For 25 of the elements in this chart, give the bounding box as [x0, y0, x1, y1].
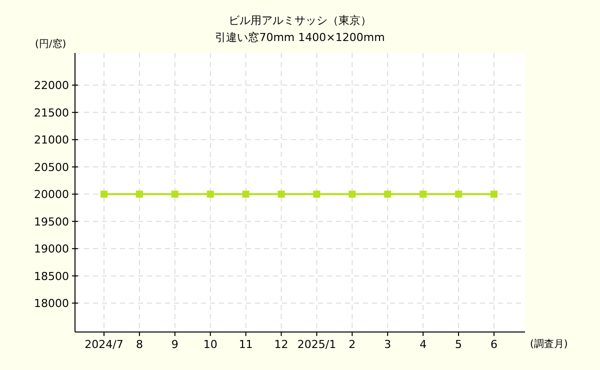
- x-tick-label: 11: [238, 338, 253, 351]
- y-tick-label: 18500: [34, 270, 69, 283]
- chart-subtitle: 引違い窓70mm 1400×1200mm: [215, 31, 385, 44]
- x-tick-label: 3: [384, 338, 392, 351]
- y-tick-label: 21500: [34, 106, 69, 120]
- y-tick-label: 19500: [34, 215, 69, 228]
- y-tick-label: 21000: [34, 134, 69, 147]
- y-tick-label: 20000: [34, 188, 69, 202]
- x-tick-label: 10: [203, 338, 218, 351]
- x-tick-label: 8: [136, 338, 143, 351]
- x-tick-label: 9: [171, 338, 178, 351]
- y-tick-label: 20500: [34, 160, 69, 174]
- x-tick-label: 6: [490, 338, 498, 351]
- y-axis-title: (円/窓): [35, 38, 66, 50]
- x-tick-label: 2: [348, 338, 356, 351]
- x-tick-label: 2025/1: [297, 338, 336, 351]
- x-tick-label: 2024/7: [84, 338, 124, 351]
- y-tick-label: 18000: [34, 297, 69, 310]
- y-tick-label: 19000: [34, 242, 69, 256]
- x-tick-label: 4: [420, 338, 427, 351]
- chart-title: ビル用アルミサッシ（東京）: [228, 14, 372, 27]
- y-tick-label: 22000: [34, 79, 69, 92]
- x-tick-label: 12: [274, 338, 288, 351]
- x-tick-label: 5: [455, 338, 462, 351]
- x-axis-title: (調査月): [530, 338, 568, 350]
